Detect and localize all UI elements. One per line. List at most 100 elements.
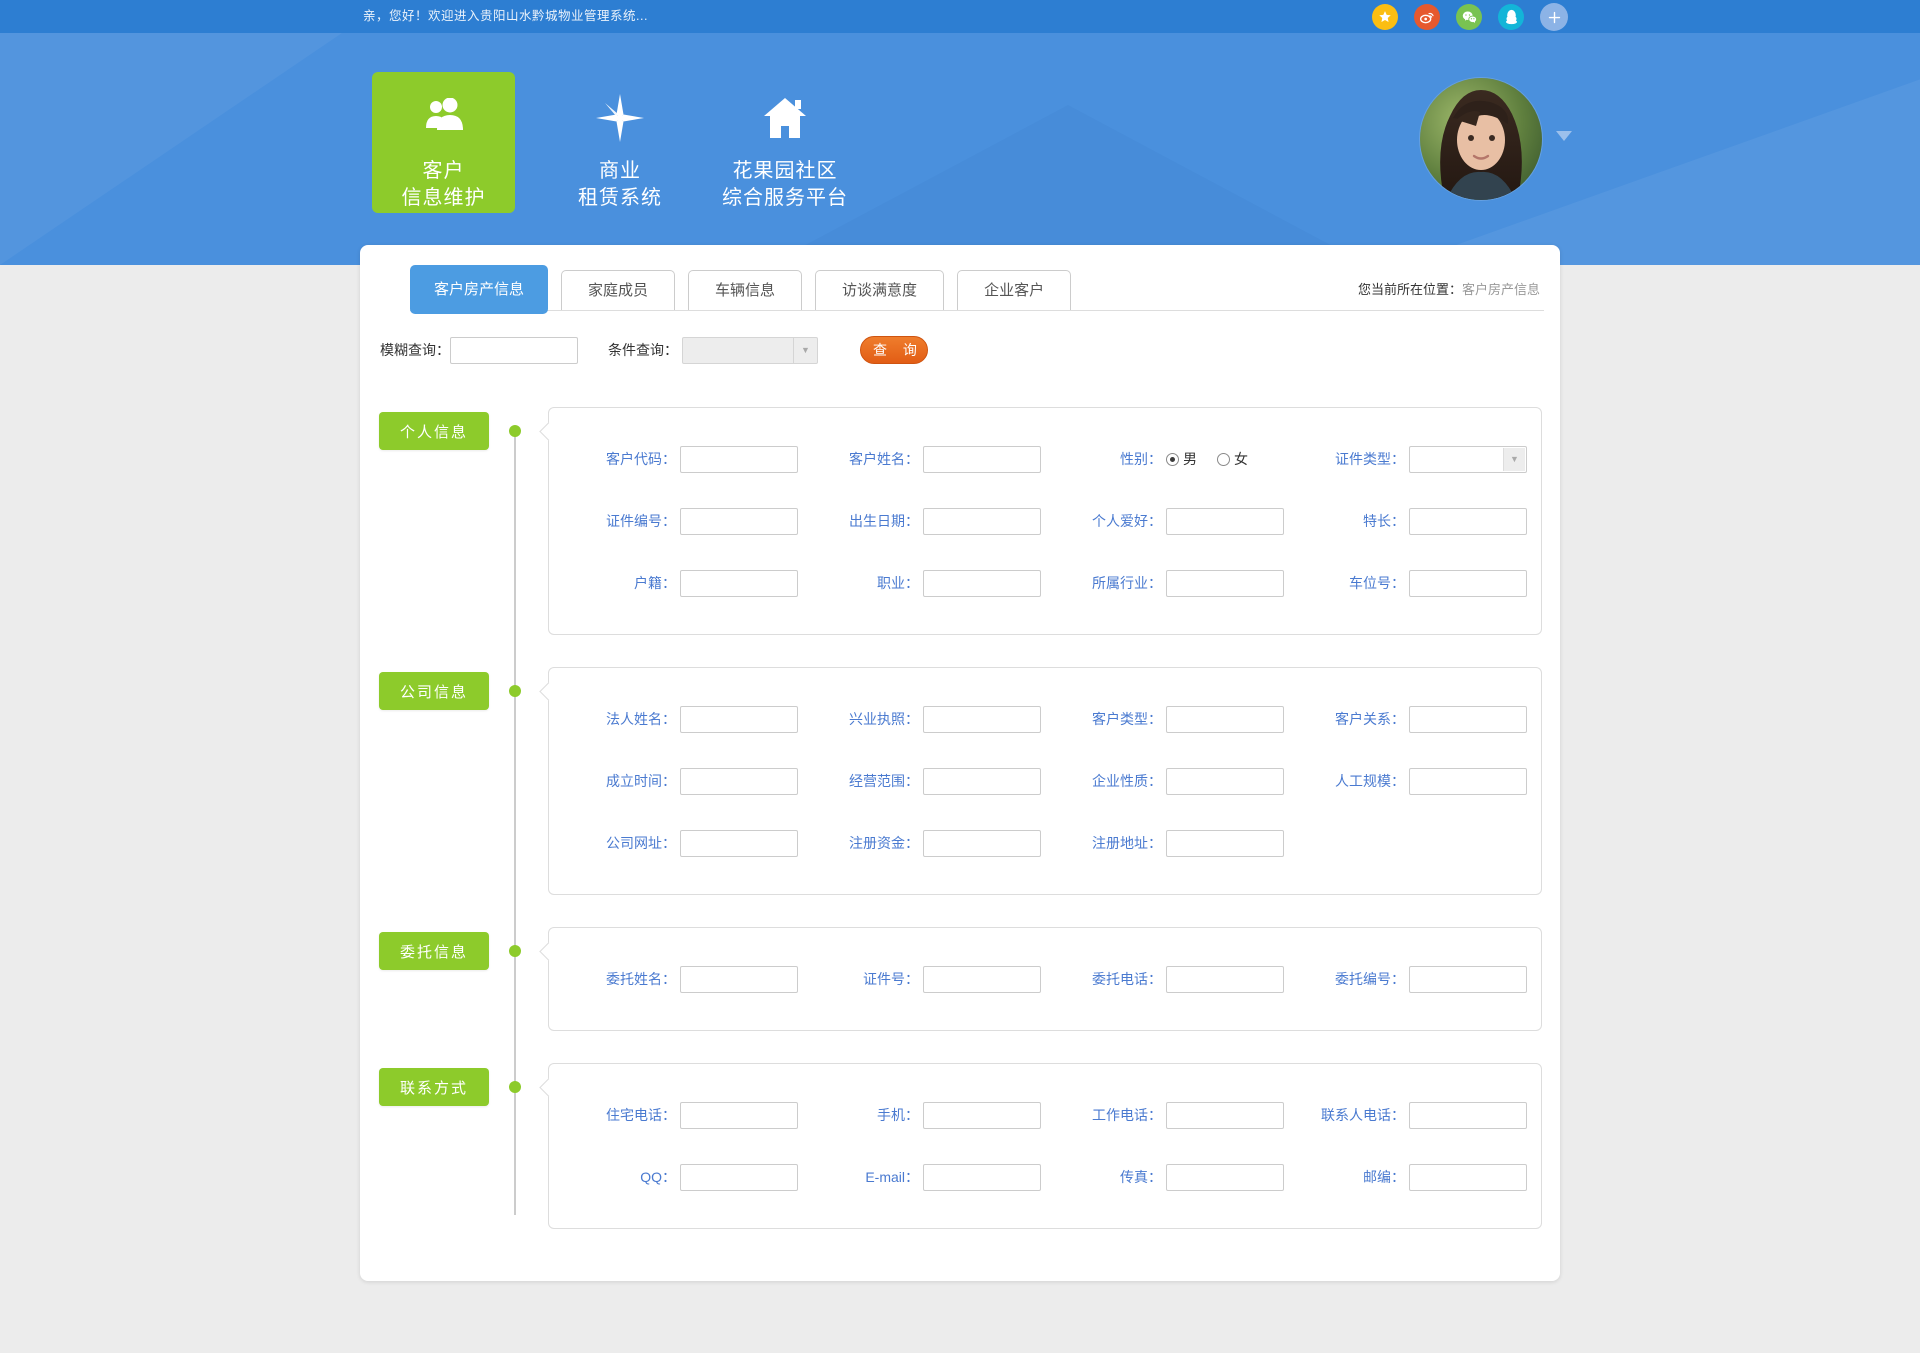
tab-2[interactable]: 车辆信息 [688, 270, 803, 310]
radio-option-female[interactable]: 女 [1217, 449, 1248, 469]
text-input[interactable] [923, 705, 1041, 733]
text-input[interactable] [923, 829, 1041, 857]
form-field: 经营范围： [802, 767, 1045, 795]
section-label: 联系方式 [379, 1068, 489, 1106]
text-input[interactable] [680, 507, 798, 535]
text-input[interactable] [1166, 965, 1284, 993]
text-input[interactable] [923, 569, 1041, 597]
section-panel: 法人姓名： 兴业执照： 客户类型： 客户关系： 成立时间： 经营范围： 企业性质： 人工规模：… [548, 667, 1542, 895]
text-input[interactable] [1409, 1101, 1527, 1129]
text-input[interactable] [1166, 507, 1284, 535]
nav-module-commercial-leasing[interactable]: 商业 租赁系统 [530, 72, 710, 212]
form-sections: 个人信息 客户代码： 客户姓名： 性别：男女证件类型： ▼ 证件编号： 出生日期： 个人爱好：… [360, 407, 1560, 1229]
text-input[interactable] [1409, 569, 1527, 597]
radio-option-male[interactable]: 男 [1166, 449, 1197, 469]
field-label: 委托电话： [1092, 971, 1162, 987]
avatar-dropdown-caret[interactable] [1556, 131, 1572, 141]
tab-1[interactable]: 家庭成员 [561, 270, 676, 310]
user-avatar[interactable] [1420, 78, 1542, 200]
select-combobox[interactable]: ▼ [1409, 445, 1527, 473]
text-input[interactable] [680, 705, 798, 733]
social-share-bar [1372, 3, 1568, 31]
text-input[interactable] [923, 445, 1041, 473]
text-input[interactable] [1166, 705, 1284, 733]
form-field: E-mail： [802, 1163, 1045, 1191]
nav-module-customer-info[interactable]: 客户 信息维护 [372, 72, 515, 213]
text-input[interactable] [1409, 705, 1527, 733]
text-input[interactable] [1166, 569, 1284, 597]
form-field: 手机： [802, 1101, 1045, 1129]
text-input[interactable] [1409, 965, 1527, 993]
field-label: 联系人电话： [1321, 1107, 1405, 1123]
text-input[interactable] [1409, 1163, 1527, 1191]
qq-icon[interactable] [1498, 4, 1524, 30]
field-label: 证件号： [863, 971, 919, 987]
qzone-star-icon[interactable] [1372, 4, 1398, 30]
field-label: 证件编号： [606, 513, 676, 529]
form-field: 邮编： [1288, 1163, 1531, 1191]
field-label: 注册资金： [849, 835, 919, 851]
fuzzy-search-label: 模糊查询： [380, 342, 450, 358]
field-label: 工作电话： [1092, 1107, 1162, 1123]
form-field: 传真： [1045, 1163, 1288, 1191]
text-input[interactable] [1166, 1101, 1284, 1129]
tab-4[interactable]: 企业客户 [957, 270, 1072, 310]
app-header: 客户 信息维护 [0, 33, 1920, 265]
field-label: 传真： [1120, 1169, 1162, 1185]
field-label: 客户姓名： [849, 451, 919, 467]
wechat-icon[interactable] [1456, 4, 1482, 30]
form-field: 户籍： [559, 569, 802, 597]
form-section: 个人信息 客户代码： 客户姓名： 性别：男女证件类型： ▼ 证件编号： 出生日期： 个人爱好：… [360, 407, 1560, 635]
home-icon [695, 92, 875, 144]
condition-search-label: 条件查询： [608, 342, 678, 358]
form-field: 出生日期： [802, 507, 1045, 535]
form-field: QQ： [559, 1163, 802, 1191]
form-section: 公司信息 法人姓名： 兴业执照： 客户类型： 客户关系： 成立时间： 经营范围： 企业性质： 人… [360, 667, 1560, 895]
field-label: 经营范围： [849, 773, 919, 789]
field-label: 出生日期： [849, 513, 919, 529]
radio-button[interactable] [1166, 452, 1179, 466]
form-field: 车位号： [1288, 569, 1531, 597]
form-row: 委托姓名： 证件号： 委托电话： 委托编号： [559, 948, 1531, 1010]
text-input[interactable] [923, 1163, 1041, 1191]
text-input[interactable] [923, 1101, 1041, 1129]
text-input[interactable] [680, 569, 798, 597]
timeline-dot [509, 425, 521, 437]
share-more-icon[interactable] [1540, 3, 1568, 31]
breadcrumb: 您当前所在位置：客户房产信息 [1357, 282, 1540, 297]
text-input[interactable] [680, 1101, 798, 1129]
condition-select[interactable]: ▼ [682, 336, 818, 364]
text-input[interactable] [1166, 767, 1284, 795]
text-input[interactable] [1409, 507, 1527, 535]
section-panel: 委托姓名： 证件号： 委托电话： 委托编号： [548, 927, 1542, 1031]
text-input[interactable] [680, 965, 798, 993]
field-label: 户籍： [634, 575, 676, 591]
nav-module-community-platform[interactable]: 花果园社区 综合服务平台 [695, 72, 875, 212]
radio-button[interactable] [1217, 452, 1230, 466]
text-input[interactable] [1166, 829, 1284, 857]
weibo-icon[interactable] [1414, 4, 1440, 30]
tab-3[interactable]: 访谈满意度 [815, 270, 945, 310]
text-input[interactable] [923, 767, 1041, 795]
form-field: 特长： [1288, 507, 1531, 535]
text-input[interactable] [680, 829, 798, 857]
text-input[interactable] [923, 965, 1041, 993]
form-field: 委托编号： [1288, 965, 1531, 993]
fuzzy-search-input[interactable] [450, 336, 578, 364]
query-button[interactable]: 查 询 [860, 336, 928, 364]
form-field: 注册地址： [1045, 829, 1288, 857]
form-field: 注册资金： [802, 829, 1045, 857]
text-input[interactable] [680, 1163, 798, 1191]
module-title: 花果园社区 综合服务平台 [722, 160, 848, 209]
field-label: 邮编： [1363, 1169, 1405, 1185]
tab-0[interactable]: 客户房产信息 [410, 265, 549, 314]
radio-label: 男 [1183, 451, 1197, 467]
text-input[interactable] [1409, 767, 1527, 795]
text-input[interactable] [1166, 1163, 1284, 1191]
form-field: 住宅电话： [559, 1101, 802, 1129]
text-input[interactable] [923, 507, 1041, 535]
field-label: 车位号： [1349, 575, 1405, 591]
text-input[interactable] [680, 445, 798, 473]
users-icon [372, 92, 515, 144]
text-input[interactable] [680, 767, 798, 795]
